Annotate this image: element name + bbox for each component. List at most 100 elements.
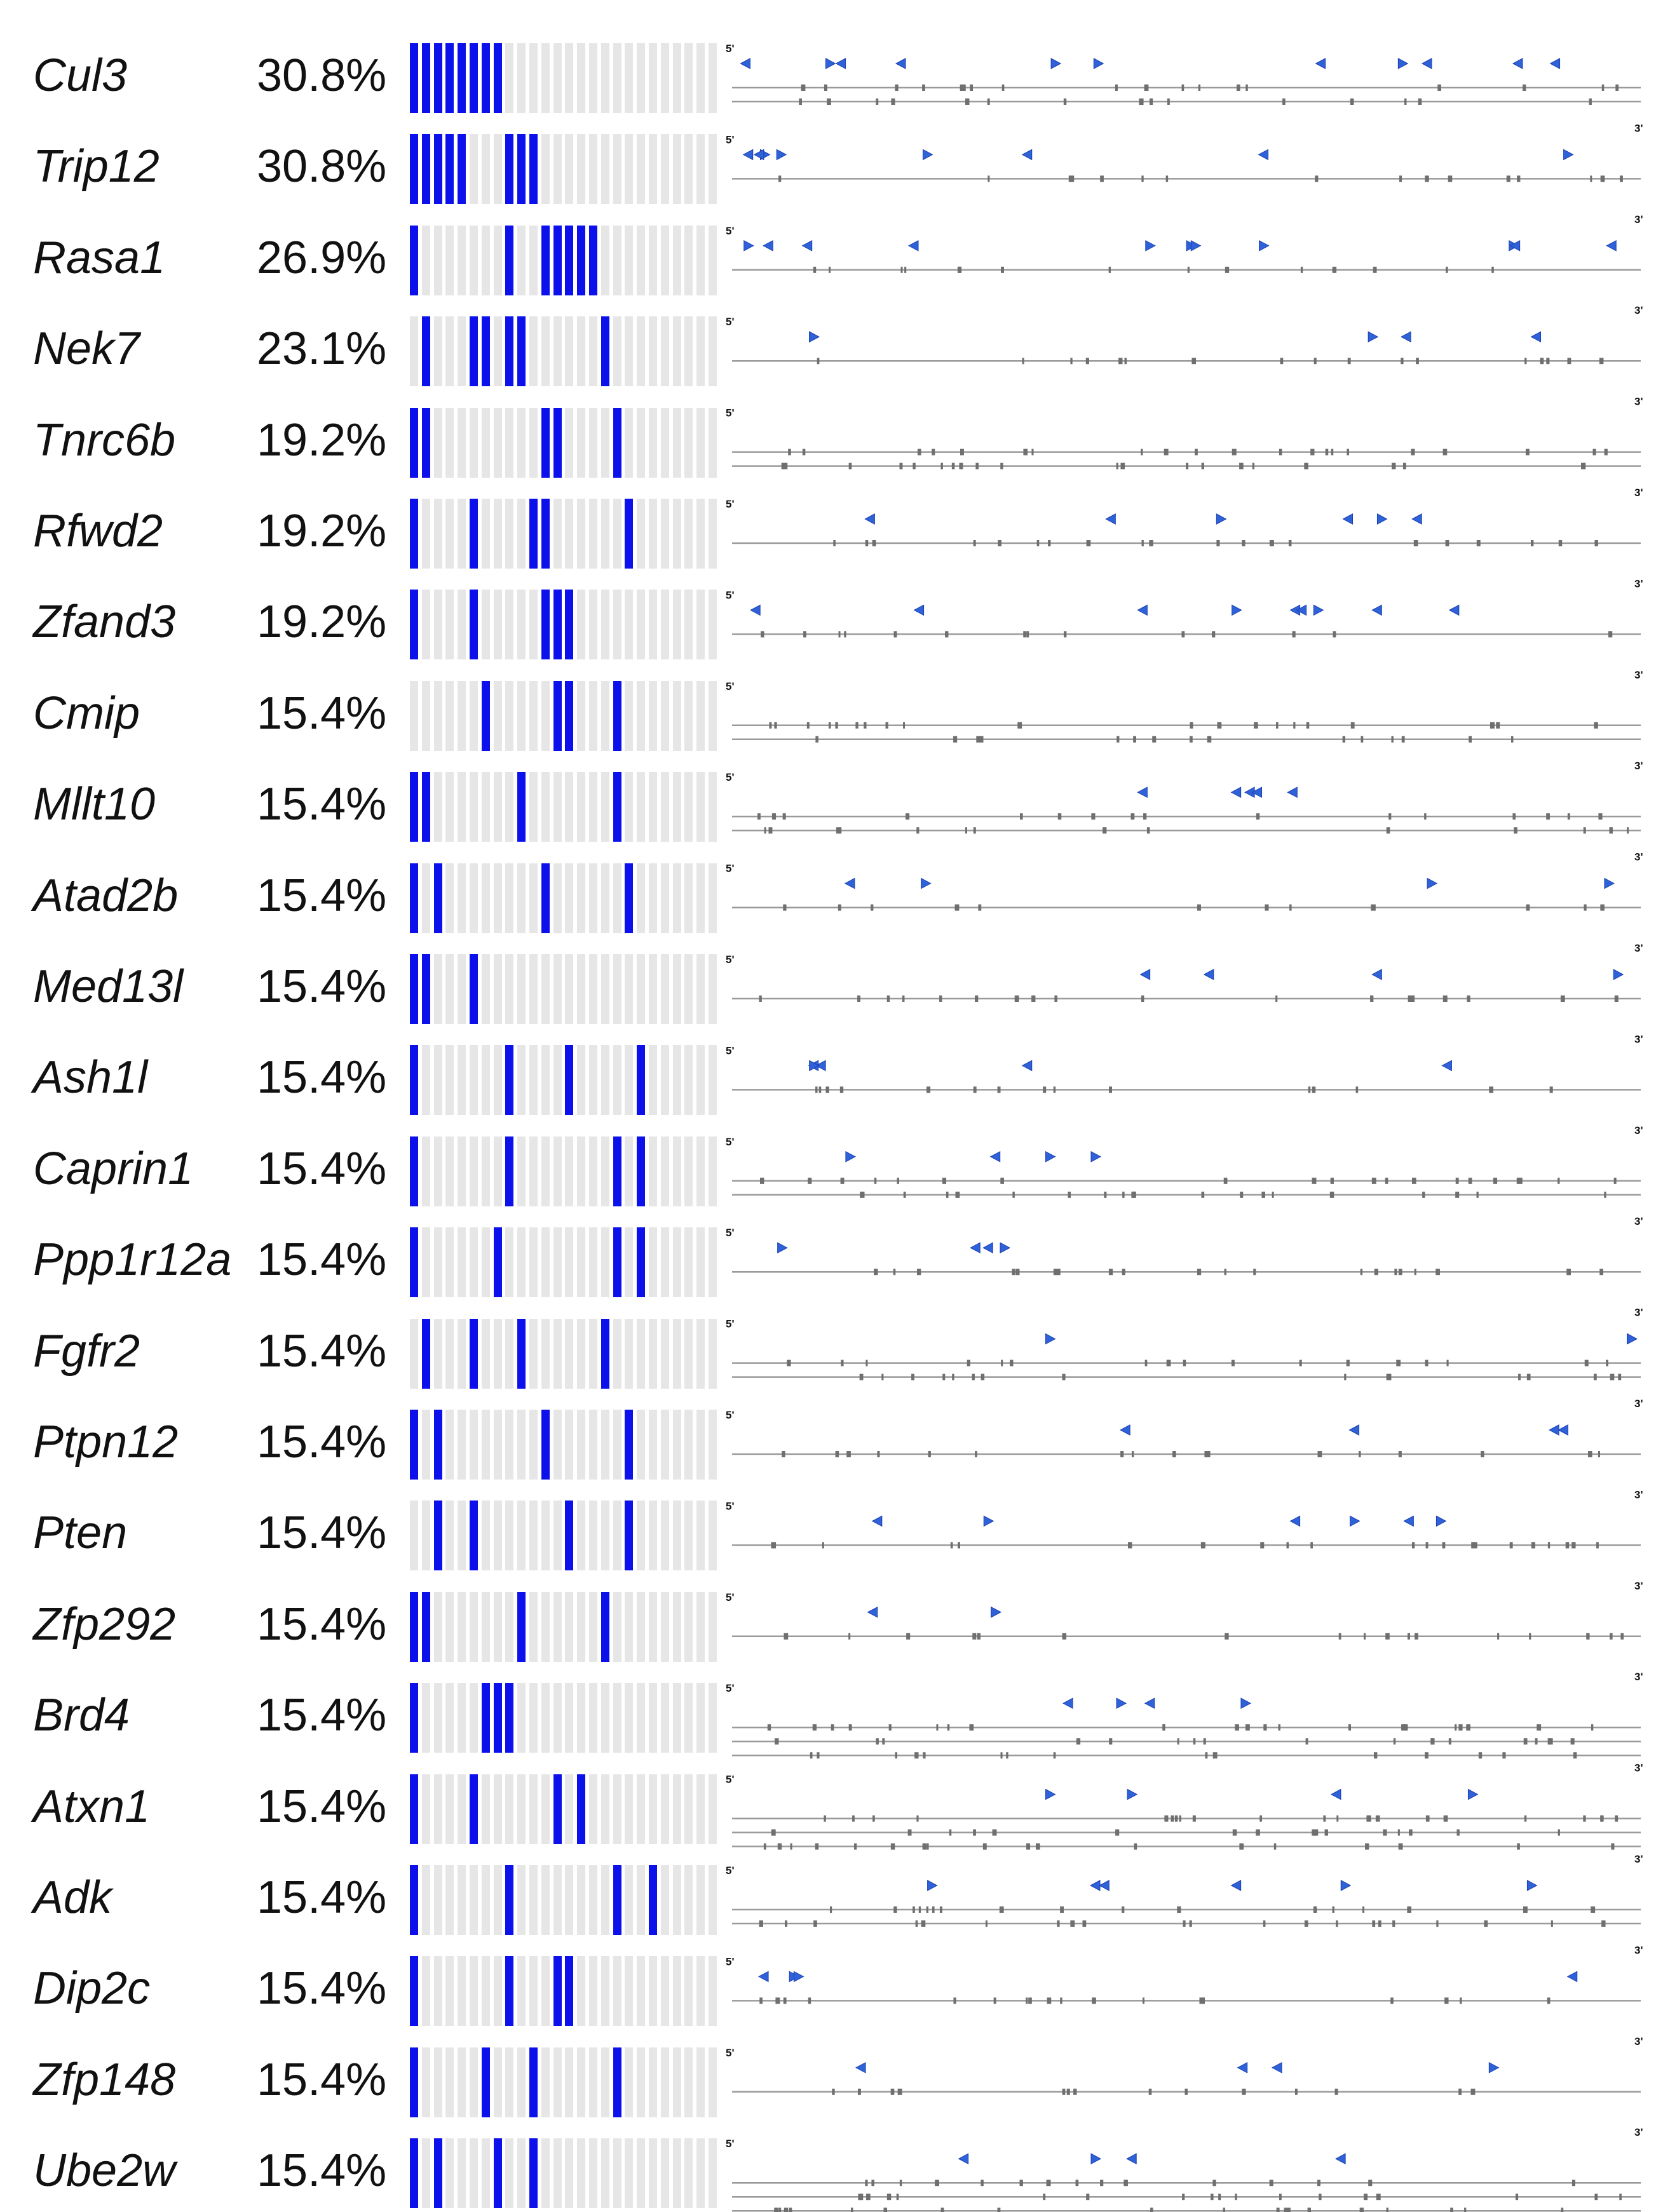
exon-mark (958, 266, 961, 273)
exon-mark (1523, 84, 1526, 91)
sample-cell (565, 1136, 574, 1206)
insertion-site-forward (1045, 1333, 1056, 1345)
sample-cell-mutated (505, 225, 514, 295)
sample-cell (445, 2138, 454, 2209)
sample-cell (505, 407, 514, 478)
sample-cell-mutated (541, 407, 550, 478)
exon-mark (973, 827, 976, 834)
sample-cell (505, 1227, 514, 1298)
sample-cell (660, 1227, 669, 1298)
gene-name: Zfand3 (33, 597, 176, 648)
exon-mark (1124, 358, 1127, 365)
sample-cell (696, 225, 705, 295)
exon-mark (871, 2180, 874, 2187)
exon-mark (1100, 175, 1104, 182)
sample-cell (589, 2047, 597, 2117)
exon-mark (1565, 1542, 1570, 1549)
exon-mark (1312, 1177, 1317, 1184)
exon-mark (1263, 1724, 1267, 1731)
sample-cell (660, 134, 669, 205)
exon-mark (774, 722, 777, 729)
exon-mark (1141, 175, 1144, 182)
insertion-site-forward (1488, 2061, 1500, 2074)
sample-cell-mutated (421, 316, 430, 387)
exon-mark (903, 1191, 906, 1198)
sample-cell (601, 1136, 609, 1206)
sample-cell (505, 2047, 514, 2117)
exon-mark (1363, 2194, 1368, 2201)
sample-cell (684, 863, 693, 933)
sample-cell-mutated (601, 1591, 609, 1662)
exon-mark (899, 462, 903, 469)
sample-grid (410, 1318, 720, 1389)
exon-mark (886, 2194, 892, 2201)
exon-mark (1276, 2208, 1280, 2212)
sample-cell-mutated (433, 1501, 442, 1571)
exon-mark (1490, 722, 1495, 729)
exon-mark (1091, 813, 1096, 820)
exon-mark (1558, 540, 1563, 546)
exon-mark (936, 1724, 939, 1731)
exon-mark (932, 448, 935, 455)
exon-mark (1517, 175, 1521, 182)
exon-mark (1108, 1269, 1113, 1276)
sample-cell (709, 1683, 717, 1753)
sample-cell (696, 1136, 705, 1206)
sample-cell (672, 1865, 681, 1935)
exon-mark (1278, 1724, 1280, 1731)
insertion-site-reverse (1230, 786, 1242, 799)
insertion-site-reverse (1509, 239, 1521, 252)
sample-cell (529, 954, 538, 1024)
insertion-site-reverse (801, 239, 813, 252)
exon-mark (857, 2088, 861, 2095)
gene-track: 5'3' (726, 498, 1643, 590)
sample-cell (684, 772, 693, 842)
exon-mark (1232, 1829, 1237, 1836)
exon-mark (1223, 1177, 1228, 1184)
exon-mark (1242, 2088, 1246, 2095)
three-prime-label: 3' (1634, 1944, 1643, 1956)
five-prime-label: 5' (726, 680, 735, 692)
sample-cell-mutated (481, 316, 490, 387)
sample-cell (684, 1501, 693, 1571)
five-prime-label: 5' (726, 407, 735, 419)
gene-track: 5'3' (726, 680, 1643, 772)
exon-mark (1584, 1359, 1589, 1366)
sample-cell (445, 1318, 454, 1389)
sample-cell-mutated (541, 499, 550, 569)
sample-cell-mutated (577, 1774, 586, 1844)
sample-cell (660, 680, 669, 751)
exon-mark (1514, 827, 1517, 834)
exon-mark (1212, 1752, 1218, 1759)
exon-mark (945, 631, 949, 638)
exon-mark (1123, 2180, 1128, 2187)
sample-cell (553, 863, 562, 933)
exon-mark (762, 1177, 764, 1184)
sample-cell (493, 134, 502, 205)
sample-cell (613, 2138, 621, 2209)
sample-cell (445, 772, 454, 842)
sample-cell (565, 1410, 574, 1480)
exon-mark (1310, 448, 1315, 455)
sample-cell (696, 407, 705, 478)
exon-mark (1598, 813, 1603, 820)
exon-mark (778, 2208, 782, 2212)
sample-cell (529, 225, 538, 295)
exon-mark (1172, 1451, 1176, 1457)
sample-cell (529, 1227, 538, 1298)
sample-cell-mutated (553, 1956, 562, 2027)
exon-mark (1085, 358, 1089, 365)
exon-mark (1371, 1177, 1376, 1184)
exon-mark (1314, 1829, 1319, 1836)
sample-cell-mutated (529, 2047, 538, 2117)
exon-mark (1560, 995, 1565, 1002)
exon-mark (1619, 2194, 1622, 2201)
sample-cell (649, 1045, 657, 1116)
sample-cell (493, 316, 502, 387)
sample-cell (625, 134, 634, 205)
sample-cell-mutated (625, 1410, 634, 1480)
sample-cell (672, 772, 681, 842)
sample-cell (709, 1774, 717, 1844)
exon-mark (976, 736, 981, 743)
sample-cell (709, 1045, 717, 1116)
